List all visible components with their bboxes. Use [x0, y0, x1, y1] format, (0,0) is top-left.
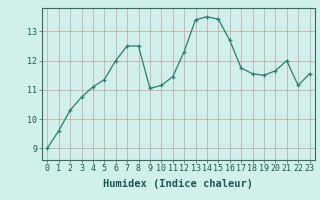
X-axis label: Humidex (Indice chaleur): Humidex (Indice chaleur): [103, 179, 253, 189]
